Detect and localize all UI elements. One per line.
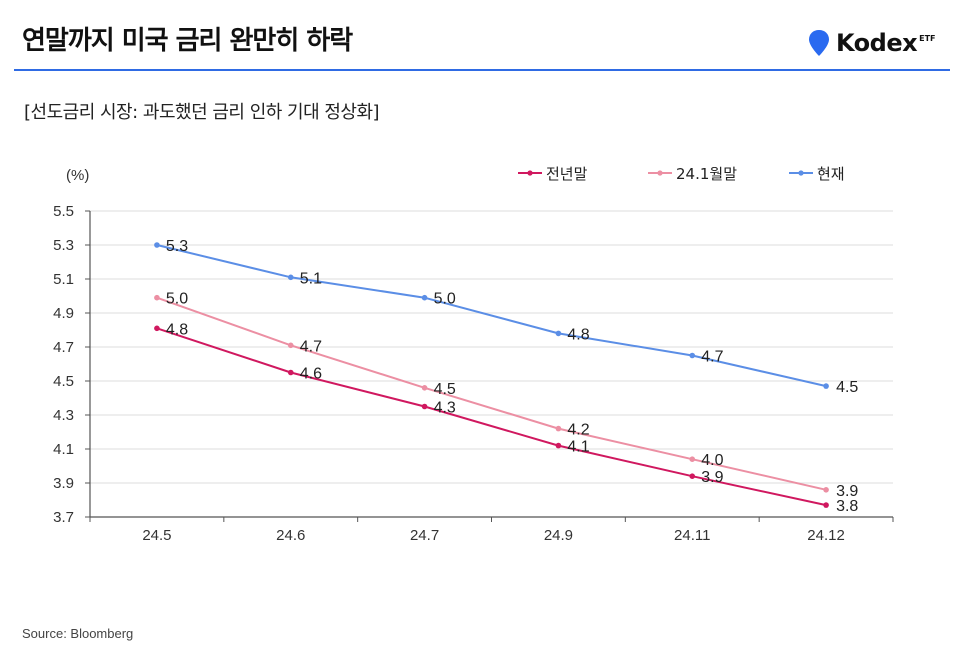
data-point (154, 242, 160, 248)
series-1: 5.04.74.54.24.03.9 (154, 291, 858, 500)
data-point (555, 330, 562, 337)
series-line (156, 244, 827, 388)
x-tick-label: 24.6 (276, 527, 305, 544)
legend-swatch-marker (657, 170, 663, 176)
legend-label: 24.1월말 (676, 165, 737, 183)
data-label: 4.1 (567, 439, 589, 456)
data-point (689, 456, 696, 463)
x-tick-label: 24.12 (807, 527, 845, 544)
y-tick-label: 4.7 (53, 339, 74, 356)
y-tick-label: 3.7 (53, 509, 74, 526)
data-label: 4.5 (434, 381, 456, 398)
axes (85, 210, 894, 522)
series-line (156, 327, 827, 507)
location-pin-icon (809, 30, 829, 56)
data-label: 5.0 (434, 291, 456, 308)
data-label: 4.7 (300, 338, 322, 355)
line-chart: (%) 5.55.35.14.94.74.54.34.13.93.7 24.5 2… (53, 165, 894, 544)
data-point (689, 473, 696, 480)
data-point (421, 385, 428, 391)
data-label: 4.8 (166, 321, 188, 338)
y-tick-label: 5.3 (53, 237, 74, 254)
data-label: 5.0 (166, 291, 188, 308)
x-tick-label: 24.9 (544, 527, 573, 544)
data-point (823, 487, 829, 493)
data-label: 3.9 (701, 469, 723, 486)
x-tick-labels: 24.5 24.6 24.7 24.9 24.11 24.12 (142, 527, 845, 544)
legend-swatch-marker (798, 170, 804, 176)
y-tick-label: 4.3 (53, 407, 74, 424)
data-label: 5.3 (166, 238, 188, 255)
kodex-logo: Kodex ETF (808, 28, 936, 58)
y-tick-label: 5.1 (53, 271, 74, 288)
data-point (287, 369, 294, 376)
series-0: 4.84.64.34.13.93.8 (154, 321, 858, 515)
y-tick-label: 4.5 (53, 373, 74, 390)
y-tick-label: 3.9 (53, 475, 74, 492)
data-point (287, 274, 294, 281)
legend-label: 전년말 (546, 165, 588, 183)
data-label: 4.8 (567, 326, 589, 343)
data-label: 3.9 (836, 483, 858, 500)
logo-suffix: ETF (919, 34, 936, 43)
y-tick-label: 4.9 (53, 305, 74, 322)
series-line (156, 296, 827, 491)
data-point (823, 383, 829, 389)
source-note: Source: Bloomberg (22, 626, 134, 641)
data-point (823, 502, 829, 508)
data-label: 4.0 (701, 452, 723, 469)
legend-item-1: 24.1월말 (648, 165, 737, 183)
data-label: 4.5 (836, 379, 858, 396)
data-point (555, 442, 562, 449)
data-label: 4.6 (300, 366, 322, 383)
chart-subtitle: [선도금리 시장: 과도했던 금리 인하 기대 정상화] (24, 102, 380, 123)
data-point (287, 342, 294, 349)
data-label: 4.3 (434, 400, 456, 417)
data-label: 3.8 (836, 498, 858, 515)
data-point (689, 352, 696, 359)
page-title: 연말까지 미국 금리 완만히 하락 (22, 26, 353, 56)
legend-item-2: 현재 (789, 165, 845, 183)
y-tick-label: 5.5 (53, 203, 74, 220)
gridlines (90, 210, 893, 484)
series-group: 4.84.64.34.13.93.85.04.74.54.24.03.95.35… (154, 238, 858, 515)
x-tick-label: 24.11 (674, 527, 710, 544)
data-point (421, 294, 428, 301)
legend: 전년말 24.1월말 현재 (518, 165, 845, 183)
data-label: 4.7 (701, 349, 723, 366)
legend-label: 현재 (817, 165, 845, 183)
legend-swatch-marker (527, 170, 533, 176)
data-label: 4.2 (567, 422, 589, 439)
data-point (421, 403, 428, 410)
data-point (154, 294, 160, 301)
y-axis-unit-label: (%) (66, 167, 89, 184)
x-tick-label: 24.7 (410, 527, 439, 544)
data-point (555, 425, 562, 432)
data-label: 5.1 (300, 270, 322, 287)
legend-item-0: 전년말 (518, 165, 588, 183)
y-tick-labels: 5.5 5.3 5.1 4.9 4.7 4.5 4.3 4.1 3.9 3.7 (53, 203, 74, 526)
logo-text: Kodex (836, 29, 918, 57)
data-point (154, 325, 160, 332)
header-divider (14, 69, 950, 71)
series-2: 5.3 5.1 5.0 4.8 4.7 4.5 (154, 238, 858, 396)
x-tick-label: 24.5 (142, 527, 171, 544)
y-tick-label: 4.1 (53, 441, 74, 458)
